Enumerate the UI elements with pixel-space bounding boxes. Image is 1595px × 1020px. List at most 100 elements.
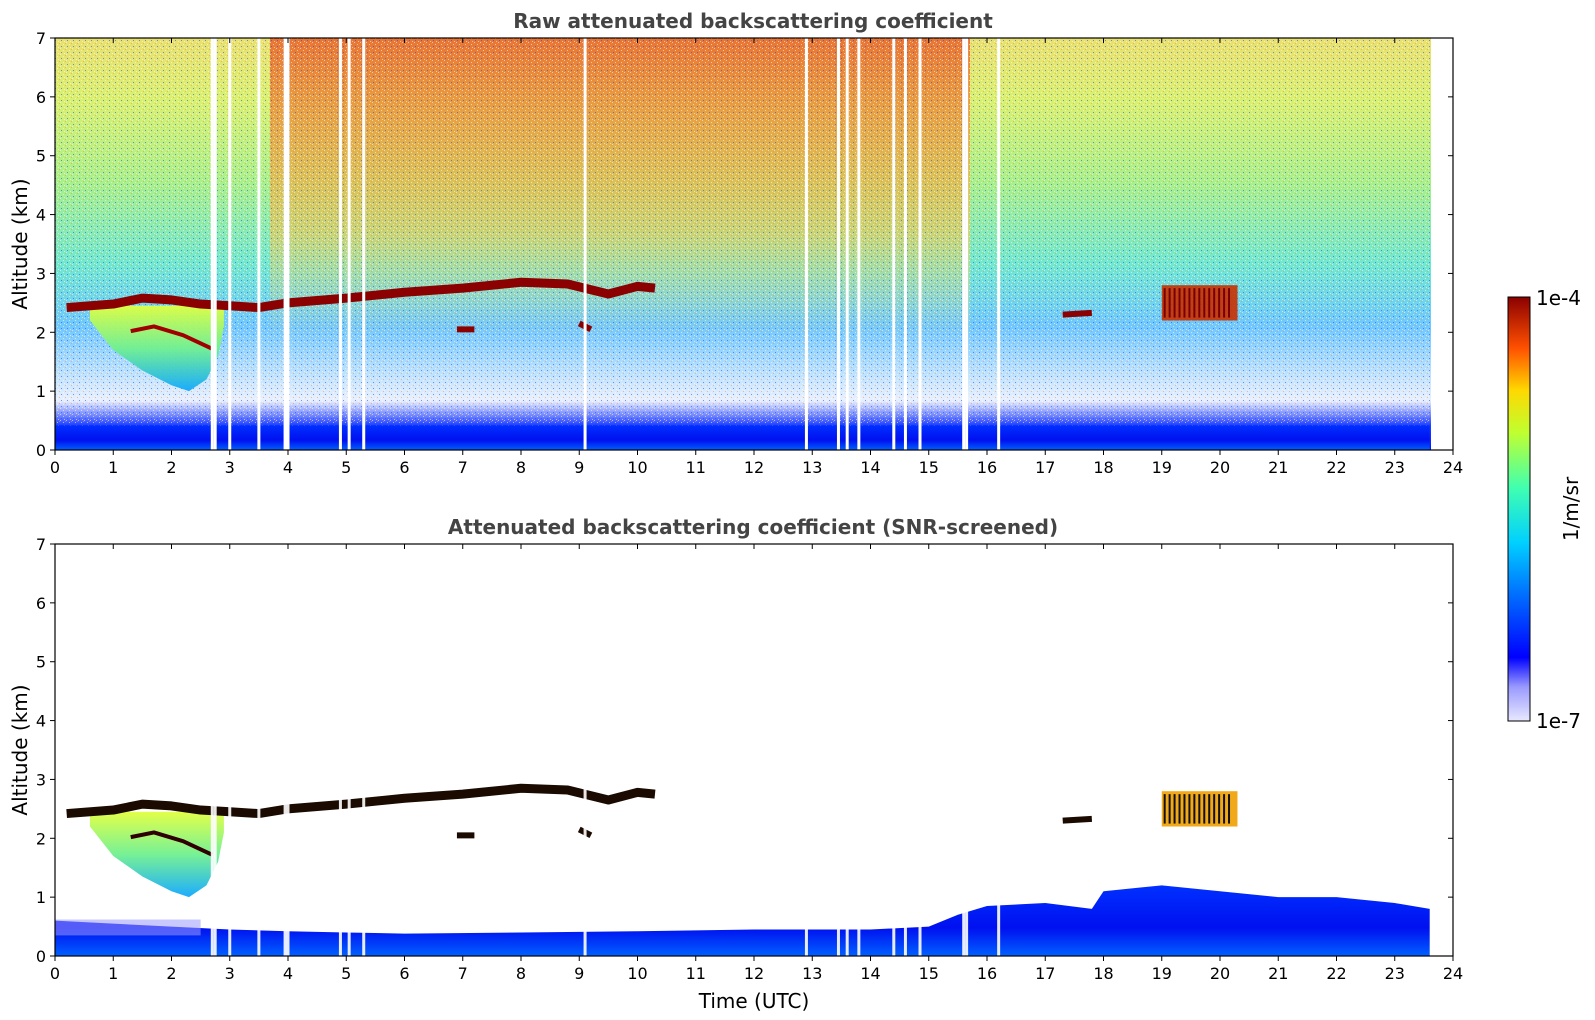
data-gap [228, 38, 232, 450]
x-tick-label: 8 [516, 458, 526, 477]
x-tick-label: 20 [1210, 458, 1230, 477]
x-tick-label: 21 [1268, 964, 1288, 983]
data-gap [283, 544, 287, 956]
x-tick-label: 16 [977, 458, 997, 477]
aerosol-plume [89, 811, 224, 898]
y-tick-label: 3 [36, 264, 46, 283]
data-gap [804, 544, 808, 956]
data-gap [210, 38, 214, 450]
data-gap [903, 544, 907, 956]
x-tick-label: 15 [919, 964, 939, 983]
x-tick-label: 15 [919, 458, 939, 477]
cloud-layer [66, 783, 656, 819]
data-gap [845, 544, 849, 956]
x-tick-label: 16 [977, 964, 997, 983]
raw-panel-title: Raw attenuated backscattering coefficien… [513, 9, 993, 33]
x-tick-label: 13 [802, 964, 822, 983]
cloud-fragment [1062, 309, 1093, 318]
colorbar-max-label: 1e-4 [1536, 286, 1581, 310]
data-gap [283, 38, 287, 450]
data-gap [997, 38, 1001, 450]
x-tick-label: 19 [1152, 458, 1172, 477]
y-tick-label: 3 [36, 770, 46, 789]
data-gap [583, 38, 587, 450]
data-gap [228, 544, 232, 956]
x-tick-label: 3 [225, 458, 235, 477]
data-gap [213, 544, 217, 956]
data-gap [286, 38, 290, 450]
snr-panel-title: Attenuated backscattering coefficient (S… [448, 515, 1058, 539]
x-tick-label: 3 [225, 964, 235, 983]
y-tick-label: 0 [36, 441, 46, 460]
y-tick-label: 2 [36, 323, 46, 342]
x-tick-label: 1 [108, 964, 118, 983]
data-gap [965, 38, 969, 450]
x-tick-label: 11 [686, 458, 706, 477]
data-gap [903, 38, 907, 450]
data-gap [836, 544, 840, 956]
x-tick-label: 24 [1443, 458, 1463, 477]
x-tick-label: 13 [802, 458, 822, 477]
x-tick-label: 10 [627, 458, 647, 477]
data-gap [857, 38, 861, 450]
data-gap [918, 38, 922, 450]
x-tick-label: 2 [166, 458, 176, 477]
x-tick-label: 2 [166, 964, 176, 983]
x-tick-label: 18 [1093, 458, 1113, 477]
y-tick-label: 6 [36, 594, 46, 613]
x-tick-label: 22 [1326, 458, 1346, 477]
data-gap [362, 544, 366, 956]
data-gap [962, 38, 966, 450]
data-gap [347, 38, 351, 450]
y-tick-label: 5 [36, 147, 46, 166]
x-tick-label: 22 [1326, 964, 1346, 983]
x-tick-label: 14 [860, 964, 880, 983]
data-gap [804, 38, 808, 450]
snr-y-axis-label: Altitude (km) [8, 684, 32, 815]
data-gap [213, 38, 217, 450]
x-tick-label: 24 [1443, 964, 1463, 983]
x-tick-label: 5 [341, 964, 351, 983]
x-tick-label: 14 [860, 458, 880, 477]
x-tick-label: 23 [1385, 458, 1405, 477]
data-gap [857, 544, 861, 956]
boundary-layer [55, 425, 1430, 450]
snr-heatmap [55, 544, 1453, 956]
y-tick-label: 4 [36, 712, 46, 731]
y-tick-label: 1 [36, 888, 46, 907]
data-gap [892, 38, 896, 450]
lower-cloud-streak [130, 830, 214, 857]
x-tick-label: 7 [458, 458, 468, 477]
data-gap [583, 544, 587, 956]
x-tick-label: 6 [399, 458, 409, 477]
boundary-layer [55, 885, 1430, 956]
x-tick-label: 5 [341, 458, 351, 477]
data-gap [836, 38, 840, 450]
y-tick-label: 5 [36, 653, 46, 672]
y-tick-label: 7 [36, 535, 46, 554]
cloud-layer [66, 277, 656, 313]
lower-cloud-streak [130, 324, 214, 351]
data-gap [286, 544, 290, 956]
colorbar-unit-label: 1/m/sr [1559, 476, 1583, 541]
raw-panel: Raw attenuated backscattering coefficien… [8, 9, 1463, 477]
data-gap [210, 544, 214, 956]
y-tick-label: 0 [36, 947, 46, 966]
x-tick-label: 1 [108, 458, 118, 477]
cloud-fragment [1062, 815, 1093, 824]
x-tick-label: 23 [1385, 964, 1405, 983]
x-tick-label: 19 [1152, 964, 1172, 983]
data-gap [338, 544, 342, 956]
x-tick-label: 4 [283, 964, 293, 983]
x-tick-label: 11 [686, 964, 706, 983]
y-tick-label: 6 [36, 88, 46, 107]
y-tick-label: 1 [36, 382, 46, 401]
colorbar: 1e-4 1e-7 1/m/sr [1507, 286, 1583, 733]
data-gap [257, 544, 261, 956]
x-tick-label: 12 [744, 458, 764, 477]
data-gap [347, 544, 351, 956]
data-gap [892, 544, 896, 956]
x-tick-label: 6 [399, 964, 409, 983]
y-tick-label: 7 [36, 29, 46, 48]
